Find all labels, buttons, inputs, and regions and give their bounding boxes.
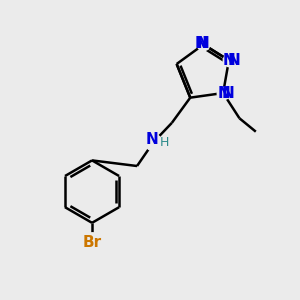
Text: H: H [160,136,169,149]
Text: N: N [197,36,210,51]
Text: N: N [222,85,235,100]
Text: N: N [223,53,236,68]
Text: N: N [228,53,241,68]
Text: Br: Br [82,235,102,250]
Text: N: N [217,85,230,100]
Text: N: N [195,35,208,50]
Text: N: N [146,132,158,147]
